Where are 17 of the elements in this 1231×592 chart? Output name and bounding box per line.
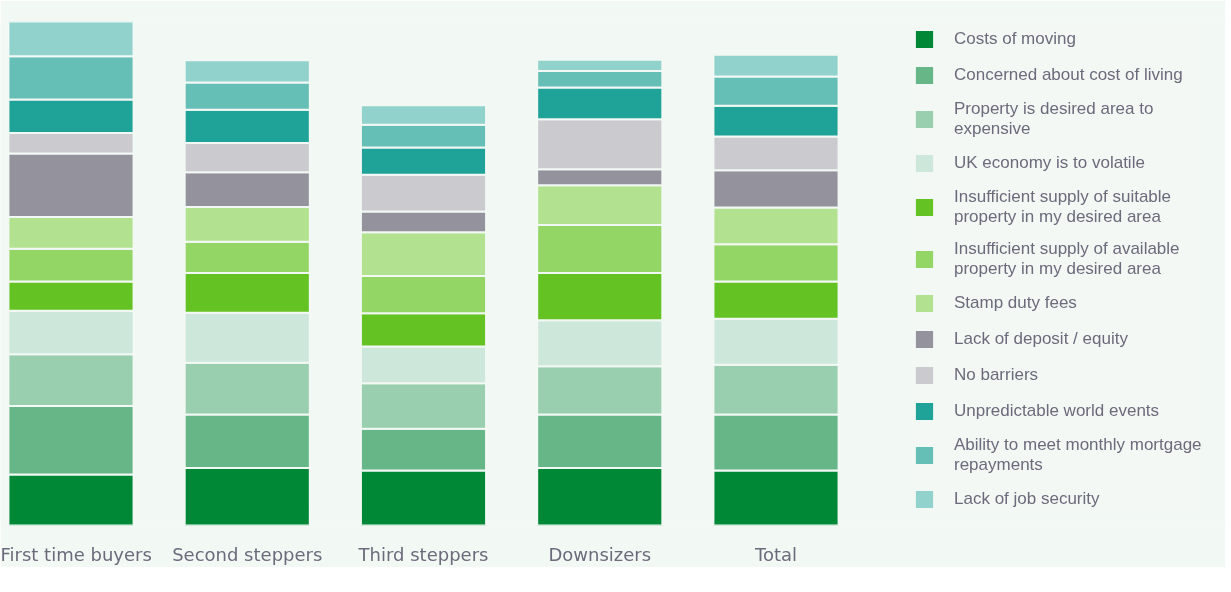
legend-label: UK economy is to volatile: [954, 153, 1145, 173]
x-tick-label: Downsizers: [548, 543, 652, 565]
x-tick-label: Second steppers: [172, 543, 323, 565]
x-tick-label: First time buyers: [0, 543, 152, 565]
legend-label: No barriers: [954, 365, 1039, 385]
legend-label: Lack of deposit / equity: [954, 329, 1128, 349]
legend-label: Insufficient supply of available property in my desired area: [954, 239, 1180, 279]
legend-label: Unpredictable world events: [954, 401, 1160, 421]
legend-label: Lack of job security: [954, 489, 1100, 509]
x-tick-label: Total: [753, 543, 798, 565]
legend-label: Property is desired area to expensive: [954, 99, 1154, 139]
legend-label: Costs of moving: [954, 29, 1076, 49]
legend-label: Stamp duty fees: [954, 293, 1077, 313]
legend-label: Concerned about cost of living: [954, 65, 1183, 85]
legend-label: Insufficient supply of suitable property in my desired area: [954, 187, 1172, 227]
legend-label: Ability to meet monthly mortgage repayments: [954, 435, 1202, 475]
x-tick-label: Third steppers: [357, 543, 489, 565]
